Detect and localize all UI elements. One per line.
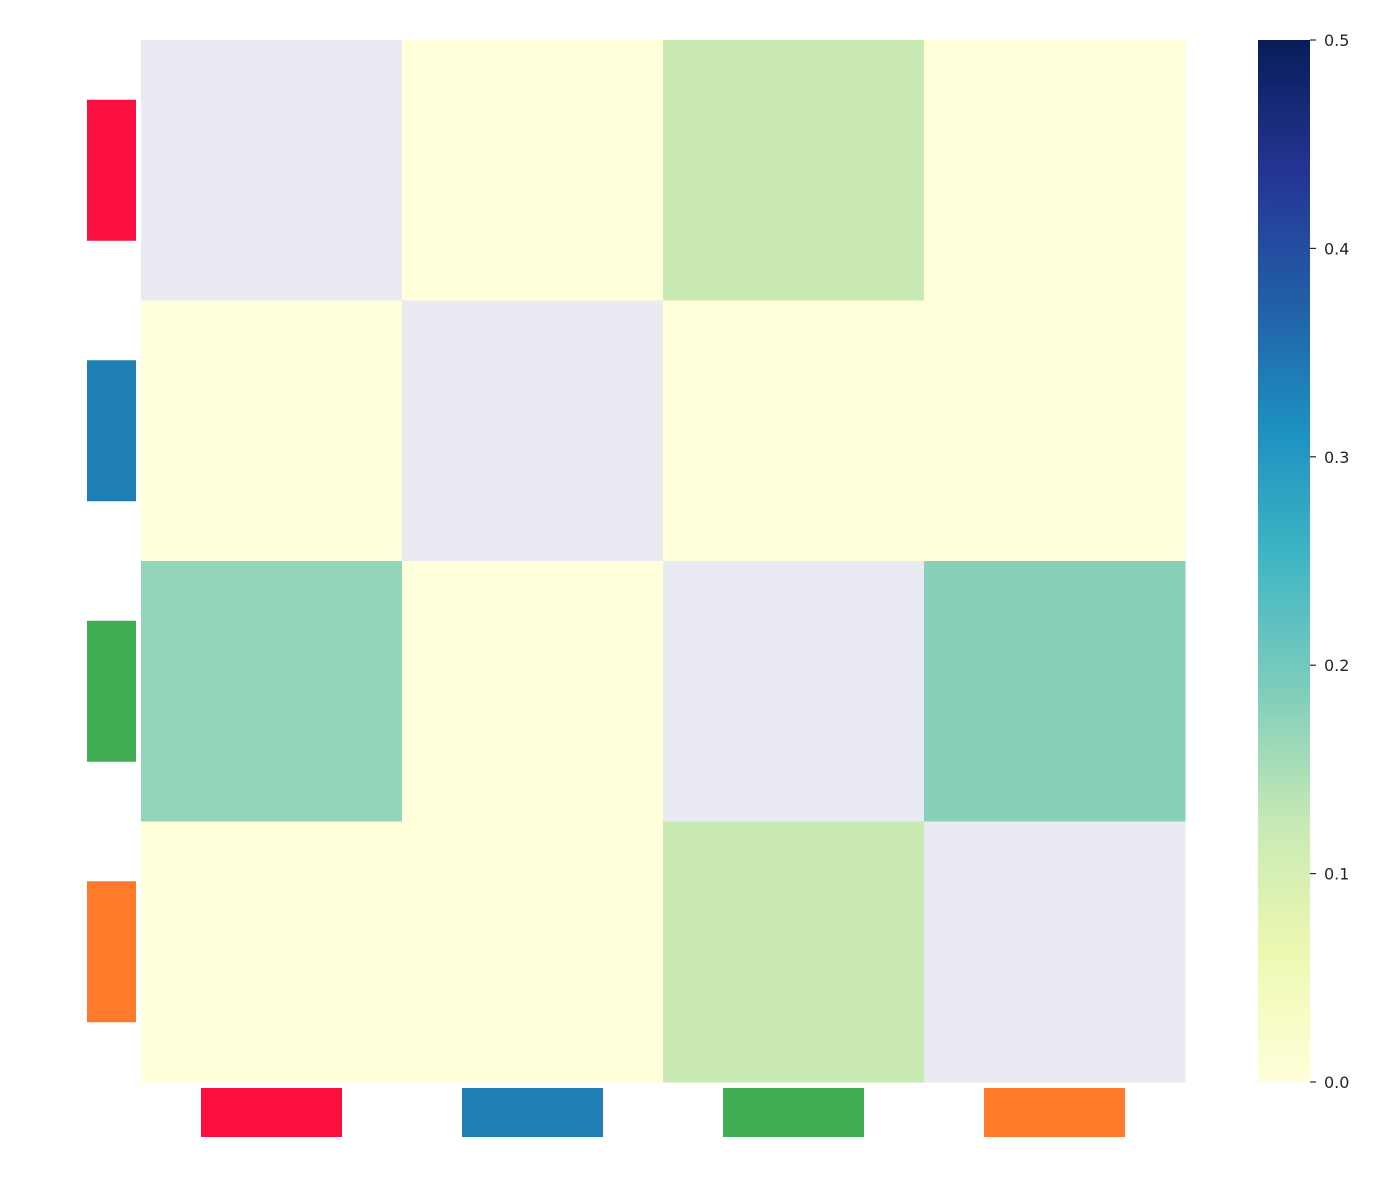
row-color-block-0 bbox=[87, 99, 136, 241]
column-color-block-2 bbox=[723, 1088, 864, 1137]
colorbar-gradient bbox=[1258, 40, 1310, 1082]
column-color-block-0 bbox=[201, 1088, 342, 1137]
row-color-block-1 bbox=[87, 360, 136, 502]
colorbar-ticks: 0.0 0.1 0.2 0.3 0.4 0.5 bbox=[1310, 31, 1349, 1092]
column-category-colors bbox=[201, 1088, 1125, 1137]
row-color-block-3 bbox=[87, 881, 136, 1023]
heatmap-cell-r1-c2 bbox=[663, 300, 925, 562]
heatmap-cell-r3-c2 bbox=[663, 821, 925, 1083]
heatmap-cell-r2-c2 bbox=[663, 561, 925, 822]
colorbar-tick-label-2: 0.2 bbox=[1324, 656, 1349, 675]
colorbar-tick-label-0: 0.0 bbox=[1324, 1073, 1349, 1092]
colorbar: 0.0 0.1 0.2 0.3 0.4 0.5 bbox=[1258, 31, 1349, 1092]
heatmap-cell-r2-c0 bbox=[141, 561, 403, 822]
heatmap-cell-r3-c1 bbox=[402, 821, 664, 1083]
heatmap-cell-r2-c1 bbox=[402, 561, 664, 822]
colorbar-tick-label-1: 0.1 bbox=[1324, 865, 1349, 884]
column-color-block-1 bbox=[462, 1088, 603, 1137]
colorbar-tick-label-4: 0.4 bbox=[1324, 239, 1349, 258]
heatmap-cell-r2-c3 bbox=[924, 561, 1186, 822]
colorbar-tick-label-5: 0.5 bbox=[1324, 31, 1349, 50]
heatmap-cell-r0-c3 bbox=[924, 40, 1186, 301]
heatmap-cell-r1-c0 bbox=[141, 300, 403, 562]
heatmap-cells bbox=[141, 40, 1186, 1083]
heatmap-cell-r0-c0 bbox=[141, 40, 403, 301]
heatmap-cell-r0-c1 bbox=[402, 40, 664, 301]
heatmap-cell-r1-c1 bbox=[402, 300, 664, 562]
heatmap-cell-r1-c3 bbox=[924, 300, 1186, 562]
row-category-colors bbox=[87, 99, 136, 1023]
heatmap-cell-r3-c0 bbox=[141, 821, 403, 1083]
colorbar-tick-label-3: 0.3 bbox=[1324, 448, 1349, 467]
column-color-block-3 bbox=[984, 1088, 1125, 1137]
row-color-block-2 bbox=[87, 620, 136, 762]
heatmap-cell-r3-c3 bbox=[924, 821, 1186, 1083]
heatmap-cell-r0-c2 bbox=[663, 40, 925, 301]
